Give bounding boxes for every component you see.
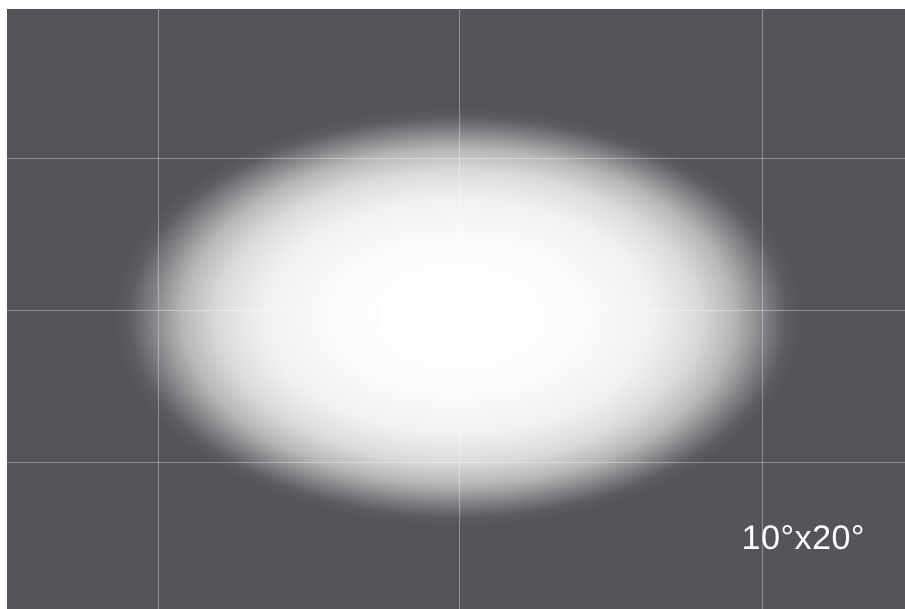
grid-line-vertical <box>459 9 460 609</box>
light-beam-spot <box>7 9 905 609</box>
grid-line-vertical <box>158 9 159 609</box>
grid-line-horizontal <box>7 158 905 159</box>
beam-angle-label: 10°x20° <box>741 519 865 557</box>
beam-preview-frame: 10°x20° <box>7 9 905 609</box>
grid-line-vertical <box>762 9 763 609</box>
grid-line-horizontal <box>7 310 905 311</box>
grid-line-horizontal <box>7 462 905 463</box>
